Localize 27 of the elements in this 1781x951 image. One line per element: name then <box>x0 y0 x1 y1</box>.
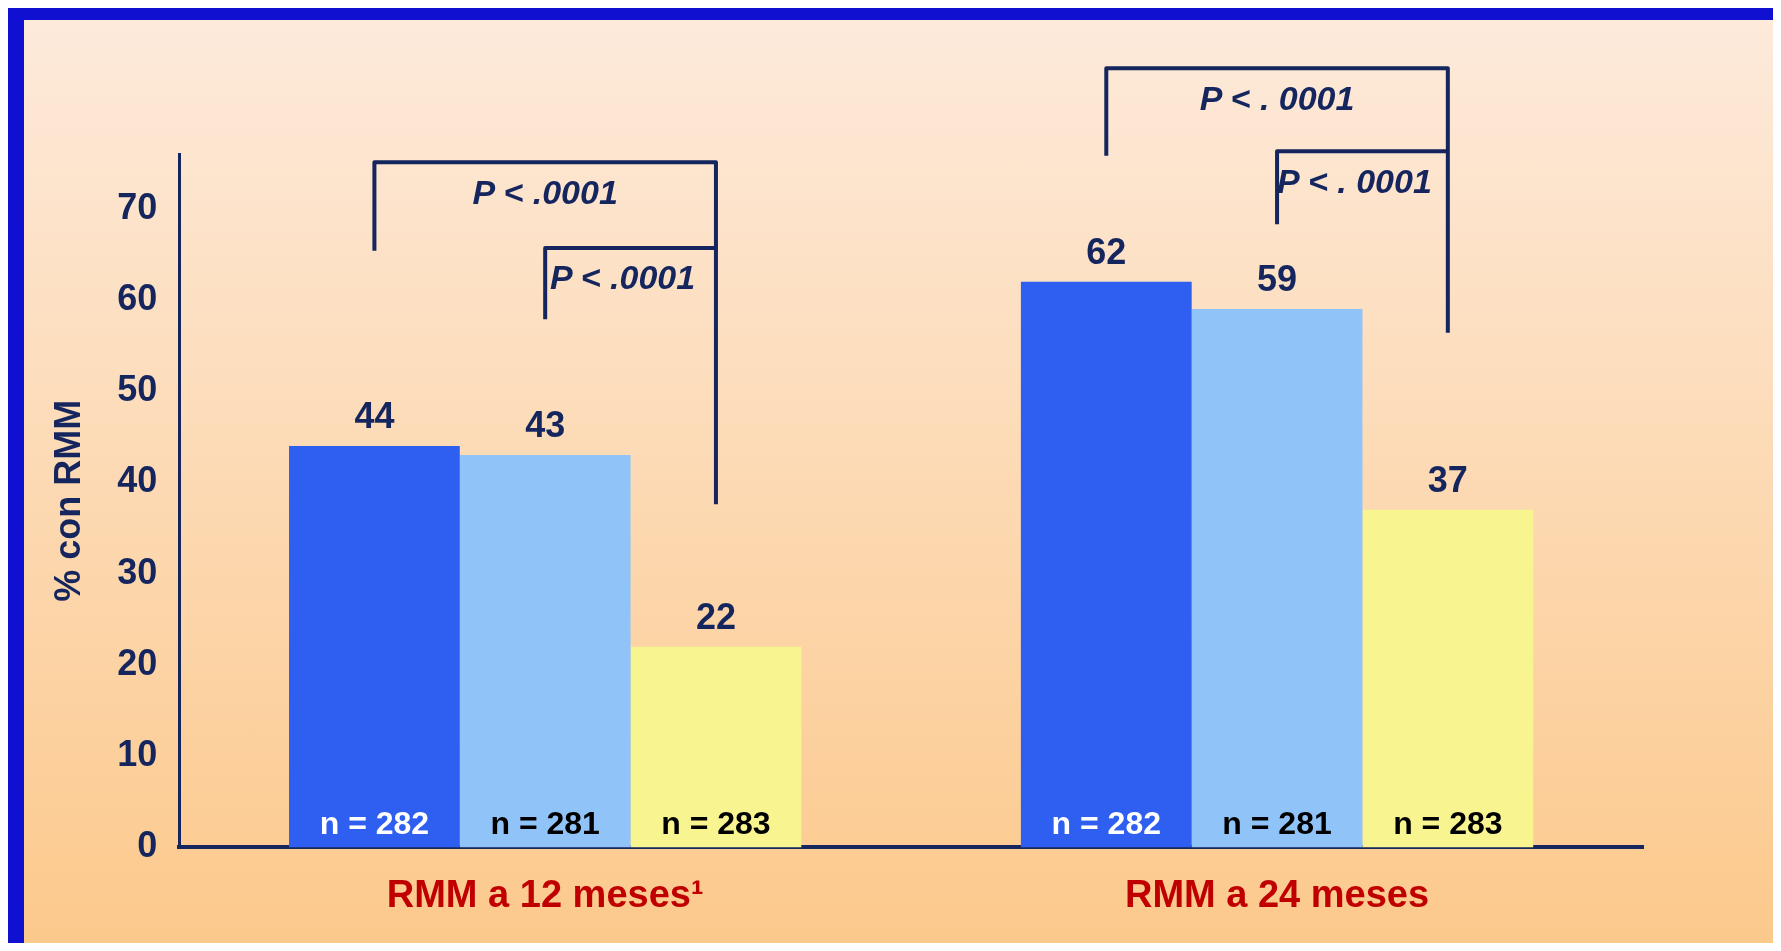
y-axis-title: % con RMM <box>46 399 88 602</box>
annotation: n = 282 <box>319 805 430 842</box>
annotation: n = 283 <box>1393 805 1503 842</box>
data-label: 59 <box>1257 258 1298 300</box>
x-tick-label: RMM a 12 meses¹ <box>386 872 704 915</box>
annotation: n = 282 <box>1051 805 1161 842</box>
annotation: P < .0001 <box>472 172 618 211</box>
x-tick-label: RMM a 24 meses <box>1124 872 1430 915</box>
text: P < . 0001 <box>1199 78 1355 117</box>
annotation: n = 281 <box>1222 805 1332 842</box>
y-tick-label: 70 <box>117 185 158 227</box>
y-tick-label: 10 <box>117 733 158 775</box>
data-label: 22 <box>695 595 736 637</box>
y-tick-label: 50 <box>117 368 158 410</box>
annotation: n = 281 <box>490 805 600 842</box>
annotation: n = 283 <box>661 805 771 842</box>
y-tick-label: 60 <box>117 276 158 318</box>
annotation: P < .0001 <box>549 258 696 297</box>
y-tick-label: 40 <box>117 459 158 501</box>
y-tick-label: 20 <box>117 641 158 683</box>
data-label: 37 <box>1427 458 1468 500</box>
data-label: 62 <box>1086 230 1127 272</box>
data-label: 44 <box>354 394 395 436</box>
data-label: 43 <box>525 404 566 445</box>
y-tick-label: 0 <box>137 824 158 866</box>
annotation: P < . 0001 <box>1277 161 1432 200</box>
y-tick-label: 30 <box>117 550 158 592</box>
